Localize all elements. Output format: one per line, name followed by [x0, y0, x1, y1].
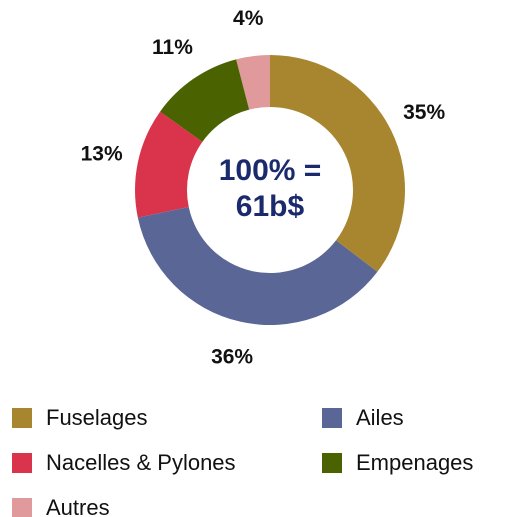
donut-slice: [270, 55, 405, 272]
legend-swatch: [12, 408, 32, 428]
donut-slice: [236, 55, 270, 110]
center-text: 61b$: [236, 190, 305, 223]
legend-label: Autres: [46, 495, 110, 517]
data-label: 35%: [403, 101, 445, 124]
legend-label: Nacelles & Pylones: [46, 450, 236, 475]
data-label: 11%: [152, 36, 193, 59]
donut-slice: [137, 206, 378, 326]
data-label: 13%: [81, 142, 123, 165]
donut-slice: [160, 59, 250, 142]
legend-label: Fuselages: [46, 405, 148, 430]
legend-swatch: [12, 453, 32, 473]
legend-label: Ailes: [356, 405, 404, 430]
legend-label: Empenages: [356, 450, 473, 475]
legend-swatch: [322, 453, 342, 473]
legend-swatch: [12, 498, 32, 517]
legend-swatch: [322, 408, 342, 428]
data-label: 4%: [233, 7, 264, 30]
data-label: 36%: [211, 345, 253, 368]
donut-slice: [135, 111, 203, 218]
center-text: 100% =: [219, 154, 322, 187]
